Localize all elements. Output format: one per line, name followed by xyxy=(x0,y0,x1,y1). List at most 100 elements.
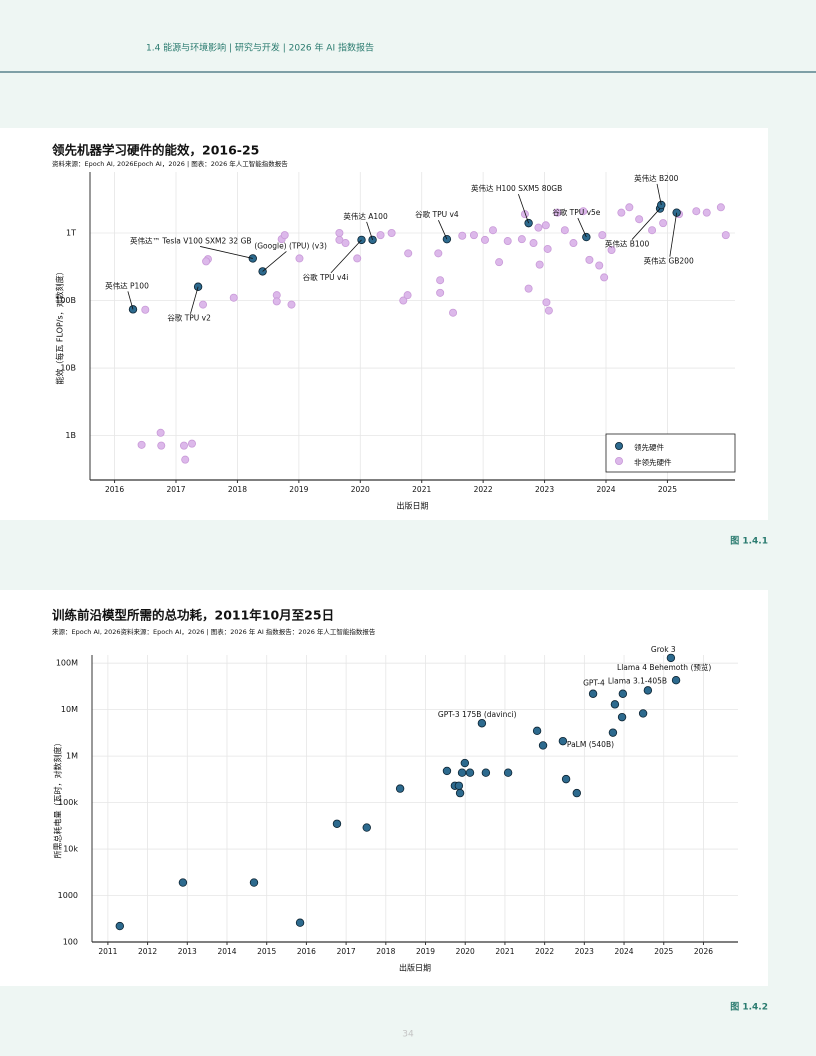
y-axis-label: 能效（每瓦 FLOP/s，对数刻度） xyxy=(55,267,65,384)
data-point xyxy=(229,293,238,302)
data-point xyxy=(128,305,138,314)
x-tick-label: 2017 xyxy=(337,947,356,956)
data-point xyxy=(503,237,512,246)
leader-line xyxy=(127,291,134,310)
x-tick-label: 2020 xyxy=(351,485,370,494)
y-tick-label: 1000 xyxy=(58,891,78,900)
data-point xyxy=(671,676,681,685)
point-label: 谷歌 TPU v4i xyxy=(303,272,349,282)
data-point xyxy=(643,686,653,695)
data-point xyxy=(202,257,211,266)
y-axis-label: 所需总耗电量（瓦时，对数刻度） xyxy=(53,739,63,859)
point-label: 谷歌 TPU v4 xyxy=(415,209,459,219)
leader-line xyxy=(669,212,678,257)
point-label: Grok 3 xyxy=(651,645,676,654)
x-tick-label: 2018 xyxy=(228,485,247,494)
y-tick-label: 100M xyxy=(56,659,78,668)
chart-title: 领先机器学习硬件的能效，2016-25 xyxy=(52,143,259,158)
data-point xyxy=(716,203,725,212)
data-point xyxy=(335,228,344,237)
point-label: Llama 4 Behemoth (预览) xyxy=(617,662,711,672)
x-tick-label: 2023 xyxy=(575,947,594,956)
x-tick-label: 2018 xyxy=(376,947,395,956)
x-axis-label: 出版日期 xyxy=(399,963,431,973)
legend-label: 非领先硬件 xyxy=(634,457,672,467)
data-point xyxy=(436,276,445,285)
data-point xyxy=(553,208,562,217)
point-label: 英伟达 B200 xyxy=(634,173,679,183)
data-point xyxy=(287,300,296,309)
leader-line xyxy=(330,239,362,274)
data-point xyxy=(362,823,371,832)
data-point xyxy=(488,226,497,235)
x-tick-label: 2025 xyxy=(654,947,673,956)
data-point xyxy=(541,221,550,230)
data-point xyxy=(618,689,628,698)
data-point xyxy=(721,231,730,240)
data-point xyxy=(272,297,281,306)
data-point xyxy=(179,441,188,450)
data-point xyxy=(469,231,478,240)
x-tick-label: 2017 xyxy=(166,485,185,494)
point-label: 谷歌 TPU v5e xyxy=(552,207,601,217)
data-point xyxy=(458,231,467,240)
data-point xyxy=(477,719,487,728)
data-point xyxy=(517,235,526,244)
data-point xyxy=(617,712,627,722)
point-label: 英伟达 H100 SXM5 80GB xyxy=(471,183,562,193)
point-label: 英伟达 GB200 xyxy=(644,256,694,266)
y-tick-label: 10k xyxy=(63,845,78,854)
data-point xyxy=(395,784,405,793)
point-label: GPT-3 175B (davinci) xyxy=(438,710,517,719)
data-point xyxy=(538,741,548,750)
leader-line xyxy=(438,220,448,240)
data-point xyxy=(520,210,529,219)
point-label: PaLM (540B) xyxy=(567,740,614,749)
y-tick-label: 1M xyxy=(66,752,78,761)
data-point xyxy=(434,249,443,258)
point-label: (Google) (TPU) (v3) xyxy=(254,241,327,250)
point-label: 英伟达™ Tesla V100 SXM2 32 GB xyxy=(130,235,252,245)
point-label: 英伟达 A100 xyxy=(343,211,388,221)
data-point xyxy=(387,228,396,237)
data-point xyxy=(544,306,553,315)
data-point xyxy=(659,219,668,228)
leader-line xyxy=(190,286,199,314)
data-point xyxy=(115,921,124,931)
data-point xyxy=(335,235,344,244)
x-tick-label: 2021 xyxy=(495,947,514,956)
y-tick-label: 1B xyxy=(65,431,76,440)
data-point xyxy=(572,788,581,798)
x-tick-label: 2016 xyxy=(297,947,316,956)
y-tick-label: 1T xyxy=(66,228,76,237)
data-point xyxy=(579,207,588,216)
data-point xyxy=(569,239,578,248)
x-tick-label: 2021 xyxy=(412,485,431,494)
data-point xyxy=(481,768,491,777)
x-tick-label: 2025 xyxy=(658,485,677,494)
x-tick-label: 2014 xyxy=(217,947,236,956)
data-point xyxy=(455,788,465,798)
x-tick-label: 2020 xyxy=(456,947,475,956)
figure-label: 图 1.4.2 xyxy=(730,1002,768,1013)
data-point xyxy=(635,215,644,224)
data-point xyxy=(542,298,551,307)
y-tick-label: 100k xyxy=(58,798,78,807)
figure-label: 图 1.4.1 xyxy=(730,536,768,547)
legend-swatch xyxy=(615,456,624,465)
x-tick-label: 2013 xyxy=(178,947,197,956)
data-point xyxy=(692,207,701,216)
chart-subtitle: 来源：Epoch AI, 2026资料来源：Epoch AI，2026 | 图表… xyxy=(52,627,376,636)
data-point xyxy=(495,258,504,267)
point-label: 英伟达 B100 xyxy=(605,239,650,249)
legend-swatch xyxy=(615,441,624,450)
x-tick-label: 2024 xyxy=(614,947,633,956)
data-point xyxy=(332,819,342,828)
data-point xyxy=(404,249,413,258)
leader-line xyxy=(366,221,373,241)
leader-line xyxy=(577,217,587,238)
data-point xyxy=(156,428,165,437)
data-point xyxy=(638,709,648,718)
data-point xyxy=(610,700,620,709)
